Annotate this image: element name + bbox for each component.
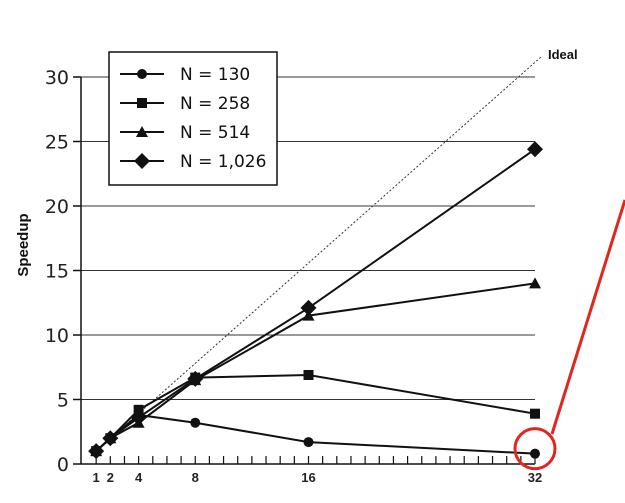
highlight-circle bbox=[513, 427, 557, 471]
legend-marker-1 bbox=[137, 98, 147, 108]
data-point-3-2 bbox=[130, 409, 147, 426]
y-tick-label-30: 30 bbox=[45, 67, 69, 89]
data-point-3-5 bbox=[527, 141, 543, 158]
series-line-1 bbox=[95, 373, 536, 452]
series-0 bbox=[91, 409, 540, 459]
legend-label-0: N = 130 bbox=[180, 65, 250, 85]
series-3 bbox=[88, 141, 543, 460]
data-point-2-5 bbox=[529, 277, 541, 289]
legend-item-1: N = 258 bbox=[120, 94, 250, 114]
x-tick-label-32: 32 bbox=[528, 470, 542, 485]
ideal-line bbox=[95, 56, 542, 452]
ideal-label: Ideal bbox=[548, 47, 578, 62]
legend-item-3: N = 1,026 bbox=[120, 152, 266, 172]
y-tick-label-0: 0 bbox=[57, 454, 69, 476]
y-tick-label-15: 15 bbox=[45, 261, 69, 283]
legend-item-0: N = 130 bbox=[120, 65, 250, 85]
legend-marker-0 bbox=[137, 69, 147, 79]
legend-label-3: N = 1,026 bbox=[180, 152, 266, 172]
data-point-0-5 bbox=[530, 448, 540, 459]
legend: N = 130 N = 258 N = 514 N = 1,026 bbox=[108, 51, 278, 186]
y-tick-label-10: 10 bbox=[45, 325, 69, 347]
y-tick-labels: 0 5 10 15 20 25 30 bbox=[45, 67, 69, 476]
series-group bbox=[88, 141, 543, 460]
legend-marker-2 bbox=[136, 126, 148, 137]
data-point-1-5 bbox=[530, 408, 540, 419]
y-tick-label-5: 5 bbox=[57, 390, 69, 412]
legend-label-2: N = 514 bbox=[180, 123, 250, 143]
data-point-0-4 bbox=[303, 437, 314, 448]
y-tick-label-25: 25 bbox=[45, 132, 69, 154]
x-tick-label-8: 8 bbox=[192, 470, 199, 485]
ideal-line-group: Ideal bbox=[95, 47, 578, 452]
x-tick-label-1: 1 bbox=[93, 470, 100, 485]
legend-label-1: N = 258 bbox=[180, 94, 250, 114]
highlight-annotation bbox=[513, 199, 625, 471]
data-point-1-4 bbox=[303, 369, 314, 380]
x-tick-label-2: 2 bbox=[107, 470, 114, 485]
data-point-0-3 bbox=[190, 417, 201, 428]
series-2 bbox=[90, 277, 541, 457]
data-point-3-0 bbox=[88, 443, 105, 460]
axes bbox=[73, 76, 536, 465]
series-line-0 bbox=[95, 413, 536, 455]
x-tick-labels: 1 2 4 8 16 32 bbox=[93, 470, 543, 485]
legend-marker-3 bbox=[134, 153, 150, 169]
data-point-3-3 bbox=[187, 370, 204, 387]
highlight-pointer-line bbox=[550, 199, 625, 435]
legend-item-2: N = 514 bbox=[120, 123, 250, 143]
x-tick-label-16: 16 bbox=[301, 470, 315, 485]
data-point-3-1 bbox=[102, 430, 119, 447]
data-point-3-4 bbox=[300, 299, 317, 316]
x-tick-label-4: 4 bbox=[135, 470, 143, 485]
y-tick-label-20: 20 bbox=[45, 196, 69, 218]
y-axis-label: Speedup bbox=[15, 213, 32, 276]
